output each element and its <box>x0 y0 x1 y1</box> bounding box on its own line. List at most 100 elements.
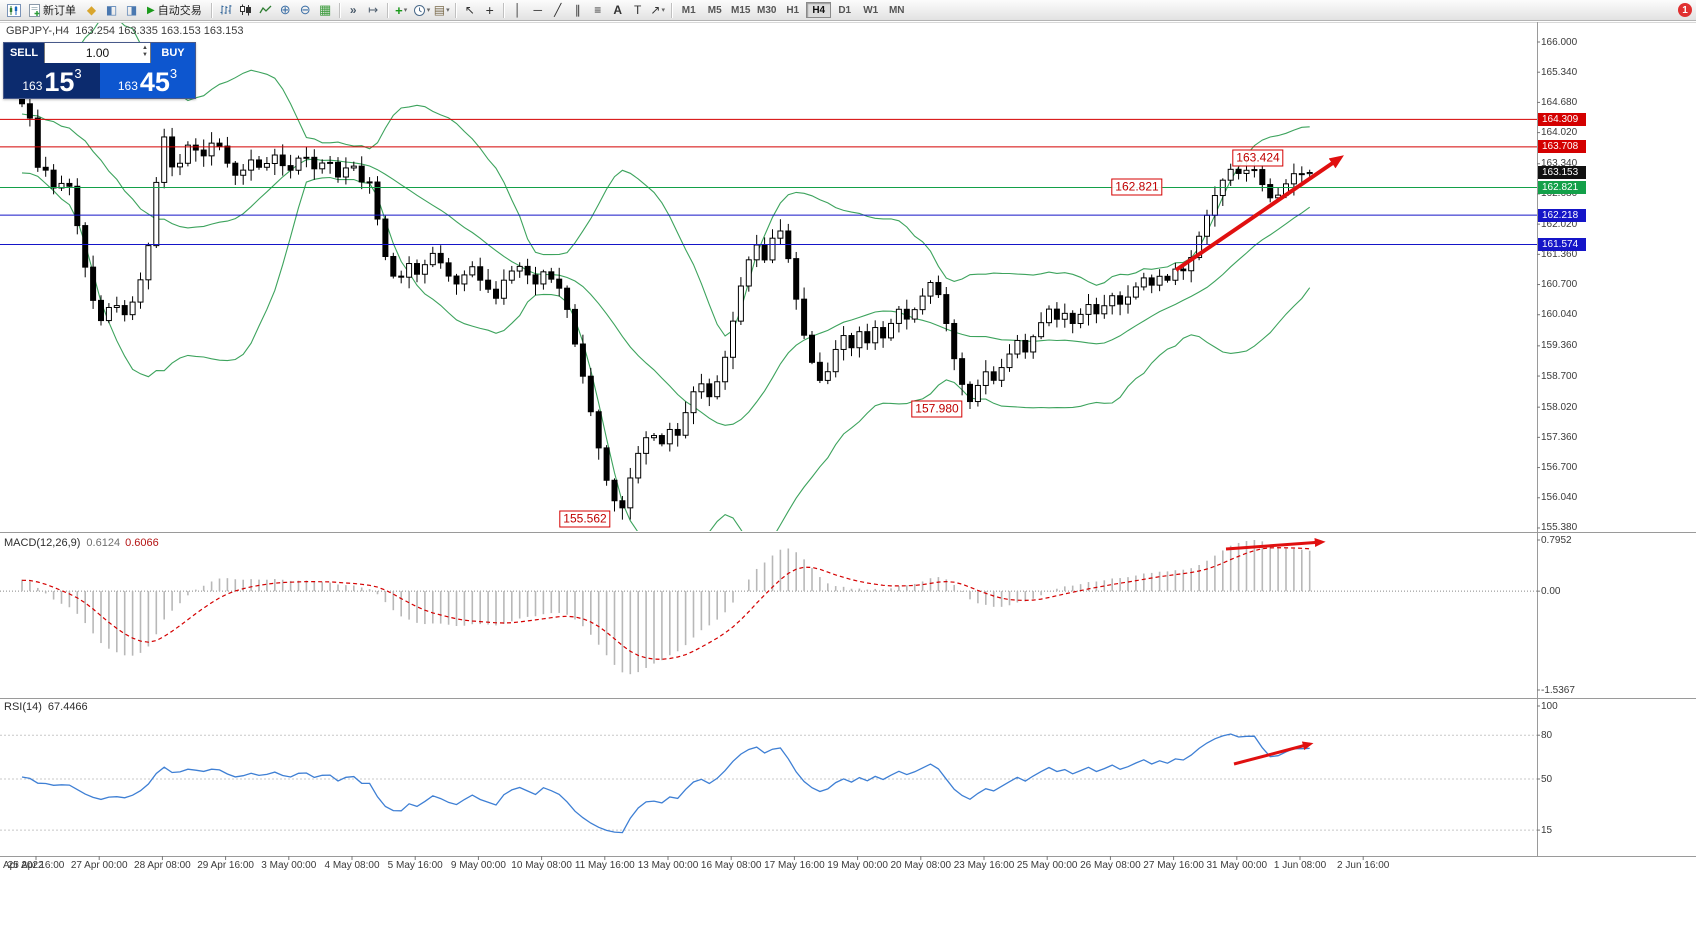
data-window-icon[interactable]: ◨ <box>125 3 138 17</box>
cursor-icon[interactable]: ↖ <box>464 3 475 17</box>
price-axis-label: 156.040 <box>1541 492 1578 504</box>
price-level-tag[interactable]: 164.309 <box>1538 112 1586 126</box>
templates-button[interactable]: ▤ ▾ <box>433 3 450 17</box>
auto-scroll-icon[interactable]: » <box>349 3 357 17</box>
macd-signal-line <box>21 547 1310 660</box>
price-level-tag[interactable]: 162.821 <box>1538 180 1586 194</box>
arrows-shapes-button[interactable]: ↗ ▾ <box>650 3 665 17</box>
text-icon[interactable]: A <box>613 3 623 17</box>
time-axis-label[interactable]: 3 May 00:00 <box>261 860 317 871</box>
indicators-button[interactable]: + ▾ <box>395 2 408 18</box>
price-axis-label: 156.700 <box>1541 462 1578 474</box>
price-axis-label: 163.340 <box>1541 158 1578 170</box>
time-axis-label[interactable]: 25 May 00:00 <box>1016 860 1078 871</box>
time-axis-label[interactable]: 13 May 00:00 <box>637 860 699 871</box>
vertical-line-icon[interactable]: │ <box>513 3 522 17</box>
timeframe-m1[interactable]: M1 <box>681 4 696 16</box>
trendline-icon[interactable]: ╱ <box>554 3 562 17</box>
zoom-in-icon[interactable]: ⊕ <box>279 2 291 17</box>
trend-arrow[interactable] <box>1225 538 1326 551</box>
chart-bars-icon[interactable] <box>216 2 235 19</box>
time-axis-label[interactable]: 27 May 16:00 <box>1143 860 1204 871</box>
zoom-out-icon[interactable]: ⊖ <box>299 2 311 17</box>
candles-layer <box>19 23 1313 531</box>
ask-price-button[interactable]: 163 45 3 <box>100 63 195 98</box>
new-order-button[interactable]: 新订单 <box>24 2 81 19</box>
price-axis-label: 164.020 <box>1541 127 1578 139</box>
time-axis-label[interactable]: 26 May 08:00 <box>1080 860 1141 871</box>
time-axis-label[interactable]: 16 May 08:00 <box>700 860 762 871</box>
current-price-tag: 163.153 <box>1538 165 1586 179</box>
timeframe-h4[interactable]: H4 <box>806 2 832 18</box>
fibonacci-icon[interactable]: ≡ <box>594 3 602 17</box>
price-level-tag[interactable]: 161.574 <box>1538 238 1586 252</box>
time-axis-label[interactable]: 11 May 16:00 <box>574 860 635 871</box>
price-axis-label: 158.700 <box>1541 370 1578 382</box>
time-axis-label[interactable]: 4 May 08:00 <box>324 860 380 871</box>
chart-line-icon[interactable] <box>256 2 275 19</box>
trend-arrow[interactable] <box>1174 155 1344 272</box>
time-axis-label[interactable]: 31 May 00:00 <box>1206 860 1268 871</box>
time-axis-label[interactable]: 25 Apr 16:00 <box>7 860 65 871</box>
time-axis-label[interactable]: 23 May 16:00 <box>953 860 1015 871</box>
timeframe-d1[interactable]: D1 <box>838 4 852 16</box>
price-annotation[interactable]: 157.980 <box>911 400 963 418</box>
price-level-tag[interactable]: 163.708 <box>1538 140 1586 154</box>
time-axis-label[interactable]: 5 May 16:00 <box>387 860 443 871</box>
rsi-axis-label: 15 <box>1541 824 1553 836</box>
timeframe-mn[interactable]: MN <box>888 4 905 16</box>
tile-windows-icon[interactable]: ▦ <box>319 2 332 17</box>
sell-button[interactable]: SELL <box>4 43 44 63</box>
metaeditor-icon[interactable]: ◆ <box>86 3 97 17</box>
price-axis-label: 157.360 <box>1541 431 1578 443</box>
chart-candles-icon[interactable] <box>236 2 255 19</box>
price-annotation[interactable]: 155.562 <box>559 510 611 528</box>
main-chart-area[interactable] <box>0 22 1537 856</box>
horizontal-line-icon[interactable]: ─ <box>533 3 542 17</box>
buy-button[interactable]: BUY <box>151 43 195 63</box>
volume-input[interactable]: 1.00 ▲ ▼ <box>44 43 151 63</box>
time-axis-label[interactable]: 29 Apr 16:00 <box>197 860 254 871</box>
text-label-icon[interactable]: T <box>634 3 642 17</box>
timeframe-h1[interactable]: H1 <box>786 4 800 16</box>
new-order-icon <box>29 3 40 17</box>
periods-button[interactable]: ▾ <box>412 2 432 19</box>
chevron-down-icon: ▾ <box>403 7 408 14</box>
time-axis-label[interactable]: 19 May 00:00 <box>827 860 888 871</box>
toolbar-separator <box>210 2 212 18</box>
trend-arrow[interactable] <box>1233 741 1314 766</box>
price-annotation[interactable]: 162.821 <box>1111 178 1163 196</box>
timeframe-m5[interactable]: M5 <box>707 4 722 16</box>
chart-shift-icon[interactable]: ↦ <box>368 3 379 17</box>
bollinger-band-line <box>21 113 1311 426</box>
crosshair-icon[interactable]: + <box>485 2 494 18</box>
time-axis-label[interactable]: 20 May 08:00 <box>890 860 952 871</box>
volume-increase-button[interactable]: ▲ <box>142 45 148 51</box>
toolbar-separator <box>455 2 457 18</box>
volume-decrease-button[interactable]: ▼ <box>142 52 148 58</box>
price-annotation[interactable]: 163.424 <box>1232 149 1284 167</box>
channel-icon[interactable]: ∥ <box>574 3 581 17</box>
time-axis-label[interactable]: 9 May 00:00 <box>450 860 506 871</box>
time-axis-label[interactable]: 17 May 16:00 <box>764 860 825 871</box>
timeframe-w1[interactable]: W1 <box>863 4 879 16</box>
time-axis-label[interactable]: 1 Jun 08:00 <box>1273 860 1327 871</box>
price-axis-label: 161.360 <box>1541 248 1578 260</box>
time-axis-label[interactable]: 2 Jun 16:00 <box>1337 860 1390 871</box>
time-axis-label[interactable]: 27 Apr 00:00 <box>70 860 128 871</box>
market-watch-icon[interactable]: ◧ <box>105 3 118 17</box>
bid-price-button[interactable]: 163 15 3 <box>4 63 100 98</box>
price-level-tag[interactable]: 162.218 <box>1538 208 1586 222</box>
notification-badge[interactable]: 1 <box>1678 3 1692 17</box>
timeframe-m15[interactable]: M15 <box>730 4 751 16</box>
rsi-layer <box>0 733 1537 834</box>
rsi-axis-label: 50 <box>1541 773 1553 785</box>
timeframe-m30[interactable]: M30 <box>756 4 777 16</box>
time-axis-label[interactable]: 28 Apr 08:00 <box>134 860 191 871</box>
autotrading-button[interactable]: ▶ 自动交易 <box>142 2 207 19</box>
bid-pip-digit: 3 <box>74 66 82 81</box>
time-axis-label[interactable]: 10 May 08:00 <box>511 860 572 871</box>
macd-signal-value: 0.6066 <box>125 537 159 549</box>
